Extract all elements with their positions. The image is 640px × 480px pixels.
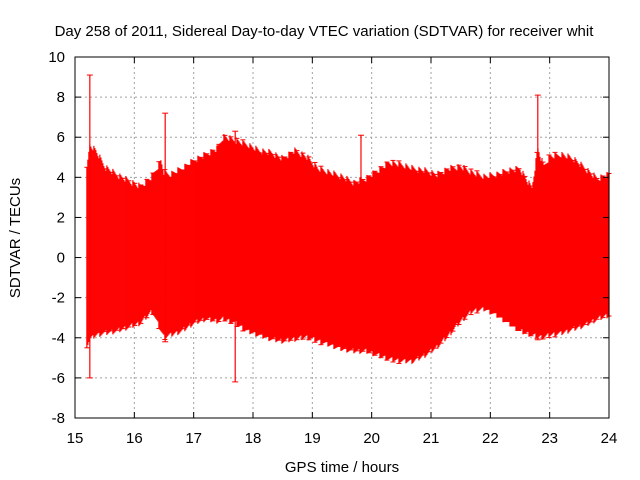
y-tick-label: -8 (52, 410, 65, 427)
chart-title: Day 258 of 2011, Sidereal Day-to-day VTE… (55, 23, 595, 40)
y-tick-label: -6 (52, 370, 65, 387)
x-tick-label: 18 (245, 430, 262, 447)
y-tick-label: 2 (57, 209, 65, 226)
y-tick-label: 6 (57, 129, 65, 146)
x-tick-label: 22 (482, 430, 499, 447)
x-tick-label: 15 (67, 430, 84, 447)
x-tick-label: 21 (423, 430, 440, 447)
y-tick-label: 0 (57, 250, 65, 267)
x-tick-label: 23 (541, 430, 558, 447)
y-tick-label: -4 (52, 330, 65, 347)
x-tick-label: 16 (126, 430, 143, 447)
data-series (84, 74, 612, 383)
x-tick-label: 20 (363, 430, 380, 447)
y-tick-label: 8 (57, 89, 65, 106)
x-axis-label: GPS time / hours (285, 459, 399, 476)
x-tick-label: 17 (185, 430, 202, 447)
x-tick-label: 19 (304, 430, 321, 447)
x-tick-label: 24 (601, 430, 618, 447)
plot-frame (74, 56, 610, 419)
y-tick-label: -2 (52, 290, 65, 307)
y-axis-label: SDTVAR / TECUs (7, 178, 24, 298)
y-tick-label: 10 (48, 49, 65, 66)
y-tick-label: 4 (57, 169, 65, 186)
